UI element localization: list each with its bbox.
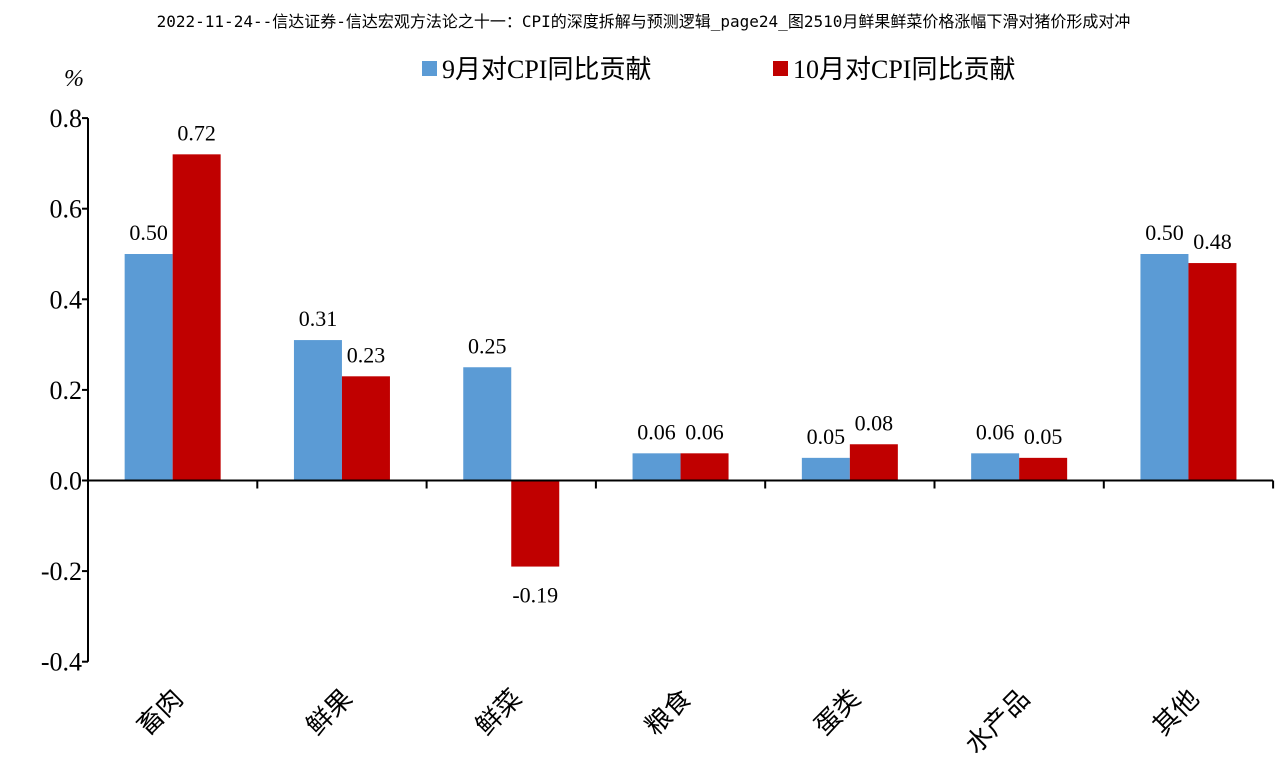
data-label-oct-1: 0.72 — [177, 120, 216, 145]
y-axis: -0.4 -0.2 0.0 0.2 0.4 0.6 0.8 — [41, 104, 89, 677]
legend-swatch-2 — [773, 61, 788, 76]
y-axis-unit-label: % — [64, 66, 84, 92]
bar-sep-1 — [124, 254, 173, 481]
bar-sep-6 — [971, 453, 1020, 481]
data-label-sep-4: 0.06 — [637, 419, 676, 444]
x-category-label-1: 畜肉 — [132, 684, 189, 741]
bar-sep-2 — [293, 340, 342, 481]
data-label-oct-3: -0.19 — [512, 583, 558, 608]
y-tick-label: 0.0 — [50, 467, 83, 496]
bar-sep-7 — [1140, 254, 1189, 481]
x-category-label-3: 鲜菜 — [470, 684, 527, 741]
data-label-oct-2: 0.23 — [347, 342, 386, 367]
document-title: 2022-11-24--信达证券-信达宏观方法论之十一：CPI的深度拆解与预测逻… — [156, 12, 1131, 31]
x-category-label-6: 水产品 — [960, 684, 1036, 760]
data-label-oct-4: 0.06 — [685, 419, 724, 444]
data-label-sep-6: 0.06 — [976, 419, 1015, 444]
bar-oct-4 — [680, 453, 729, 481]
data-label-sep-3: 0.25 — [468, 333, 507, 358]
data-label-oct-7: 0.48 — [1193, 229, 1232, 254]
bar-sep-4 — [632, 453, 681, 481]
data-label-sep-5: 0.05 — [807, 424, 846, 449]
bars-group — [124, 154, 1237, 567]
bar-oct-3 — [511, 480, 560, 567]
x-category-label-7: 其他 — [1147, 684, 1204, 741]
y-tick-label: -0.2 — [41, 557, 82, 586]
data-label-sep-1: 0.50 — [129, 220, 168, 245]
bar-sep-5 — [801, 457, 850, 481]
data-label-sep-7: 0.50 — [1145, 220, 1184, 245]
data-label-oct-5: 0.08 — [855, 410, 894, 435]
bar-oct-2 — [341, 376, 390, 481]
legend: 9月对CPI同比贡献 10月对CPI同比贡献 — [422, 55, 1015, 84]
legend-swatch-1 — [422, 61, 437, 76]
x-category-label-4: 粮食 — [640, 684, 697, 741]
y-tick-label: 0.6 — [50, 195, 83, 224]
data-labels-group: 0.50 0.72 0.31 0.23 0.25 -0.19 0.06 0.06 0.05 0.0… — [129, 120, 1231, 607]
bar-oct-1 — [172, 154, 221, 481]
bar-sep-3 — [463, 367, 512, 481]
x-category-label-2: 鲜果 — [301, 684, 358, 741]
y-tick-label: 0.4 — [50, 285, 83, 314]
y-tick-label: -0.4 — [41, 648, 82, 677]
y-tick-label: 0.8 — [50, 104, 83, 133]
bar-oct-6 — [1019, 457, 1068, 481]
data-label-oct-6: 0.05 — [1024, 424, 1063, 449]
x-category-label-5: 蛋类 — [809, 684, 866, 741]
legend-label-2: 10月对CPI同比贡献 — [793, 55, 1015, 84]
bar-oct-5 — [849, 444, 898, 481]
x-axis: 畜肉 鲜果 鲜菜 粮食 蛋类 水产品 其他 — [88, 479, 1275, 760]
y-tick-label: 0.2 — [50, 376, 83, 405]
data-label-sep-2: 0.31 — [299, 306, 338, 331]
legend-label-1: 9月对CPI同比贡献 — [442, 55, 651, 84]
bar-oct-7 — [1188, 263, 1237, 481]
